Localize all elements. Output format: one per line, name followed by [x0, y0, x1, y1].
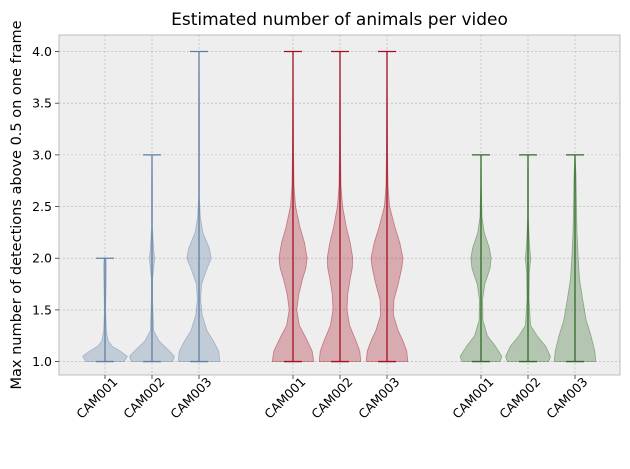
y-tick-label: 2.0 — [32, 251, 52, 266]
x-tick-label: CAM001 — [449, 374, 496, 421]
y-axis-label: Max number of detections above 0.5 on on… — [9, 20, 25, 389]
chart-title: Estimated number of animals per video — [171, 10, 508, 30]
x-tick-label: CAM002 — [496, 374, 543, 421]
y-tick-label: 1.5 — [32, 302, 52, 317]
y-tick-label: 3.5 — [32, 96, 52, 111]
x-tick-label: CAM003 — [543, 374, 590, 421]
x-tick-label: CAM003 — [355, 374, 402, 421]
y-tick-label: 2.5 — [32, 199, 52, 214]
y-tick-label: 3.0 — [32, 147, 52, 162]
x-tick-label: CAM003 — [167, 374, 214, 421]
y-axis-ticks: 1.0 1.5 2.0 2.5 3.0 3.5 4.0 — [32, 44, 59, 369]
y-tick-label: 1.0 — [32, 354, 52, 369]
x-tick-label: CAM002 — [120, 374, 167, 421]
x-tick-label: CAM001 — [261, 374, 308, 421]
x-tick-label: CAM001 — [73, 374, 120, 421]
x-tick-label: CAM002 — [308, 374, 355, 421]
violins — [82, 50, 597, 363]
y-tick-label: 4.0 — [32, 44, 52, 59]
x-axis-ticks: CAM001 CAM002 CAM003 CAM001 CAM002 CAM003 CAM0… — [73, 374, 590, 421]
